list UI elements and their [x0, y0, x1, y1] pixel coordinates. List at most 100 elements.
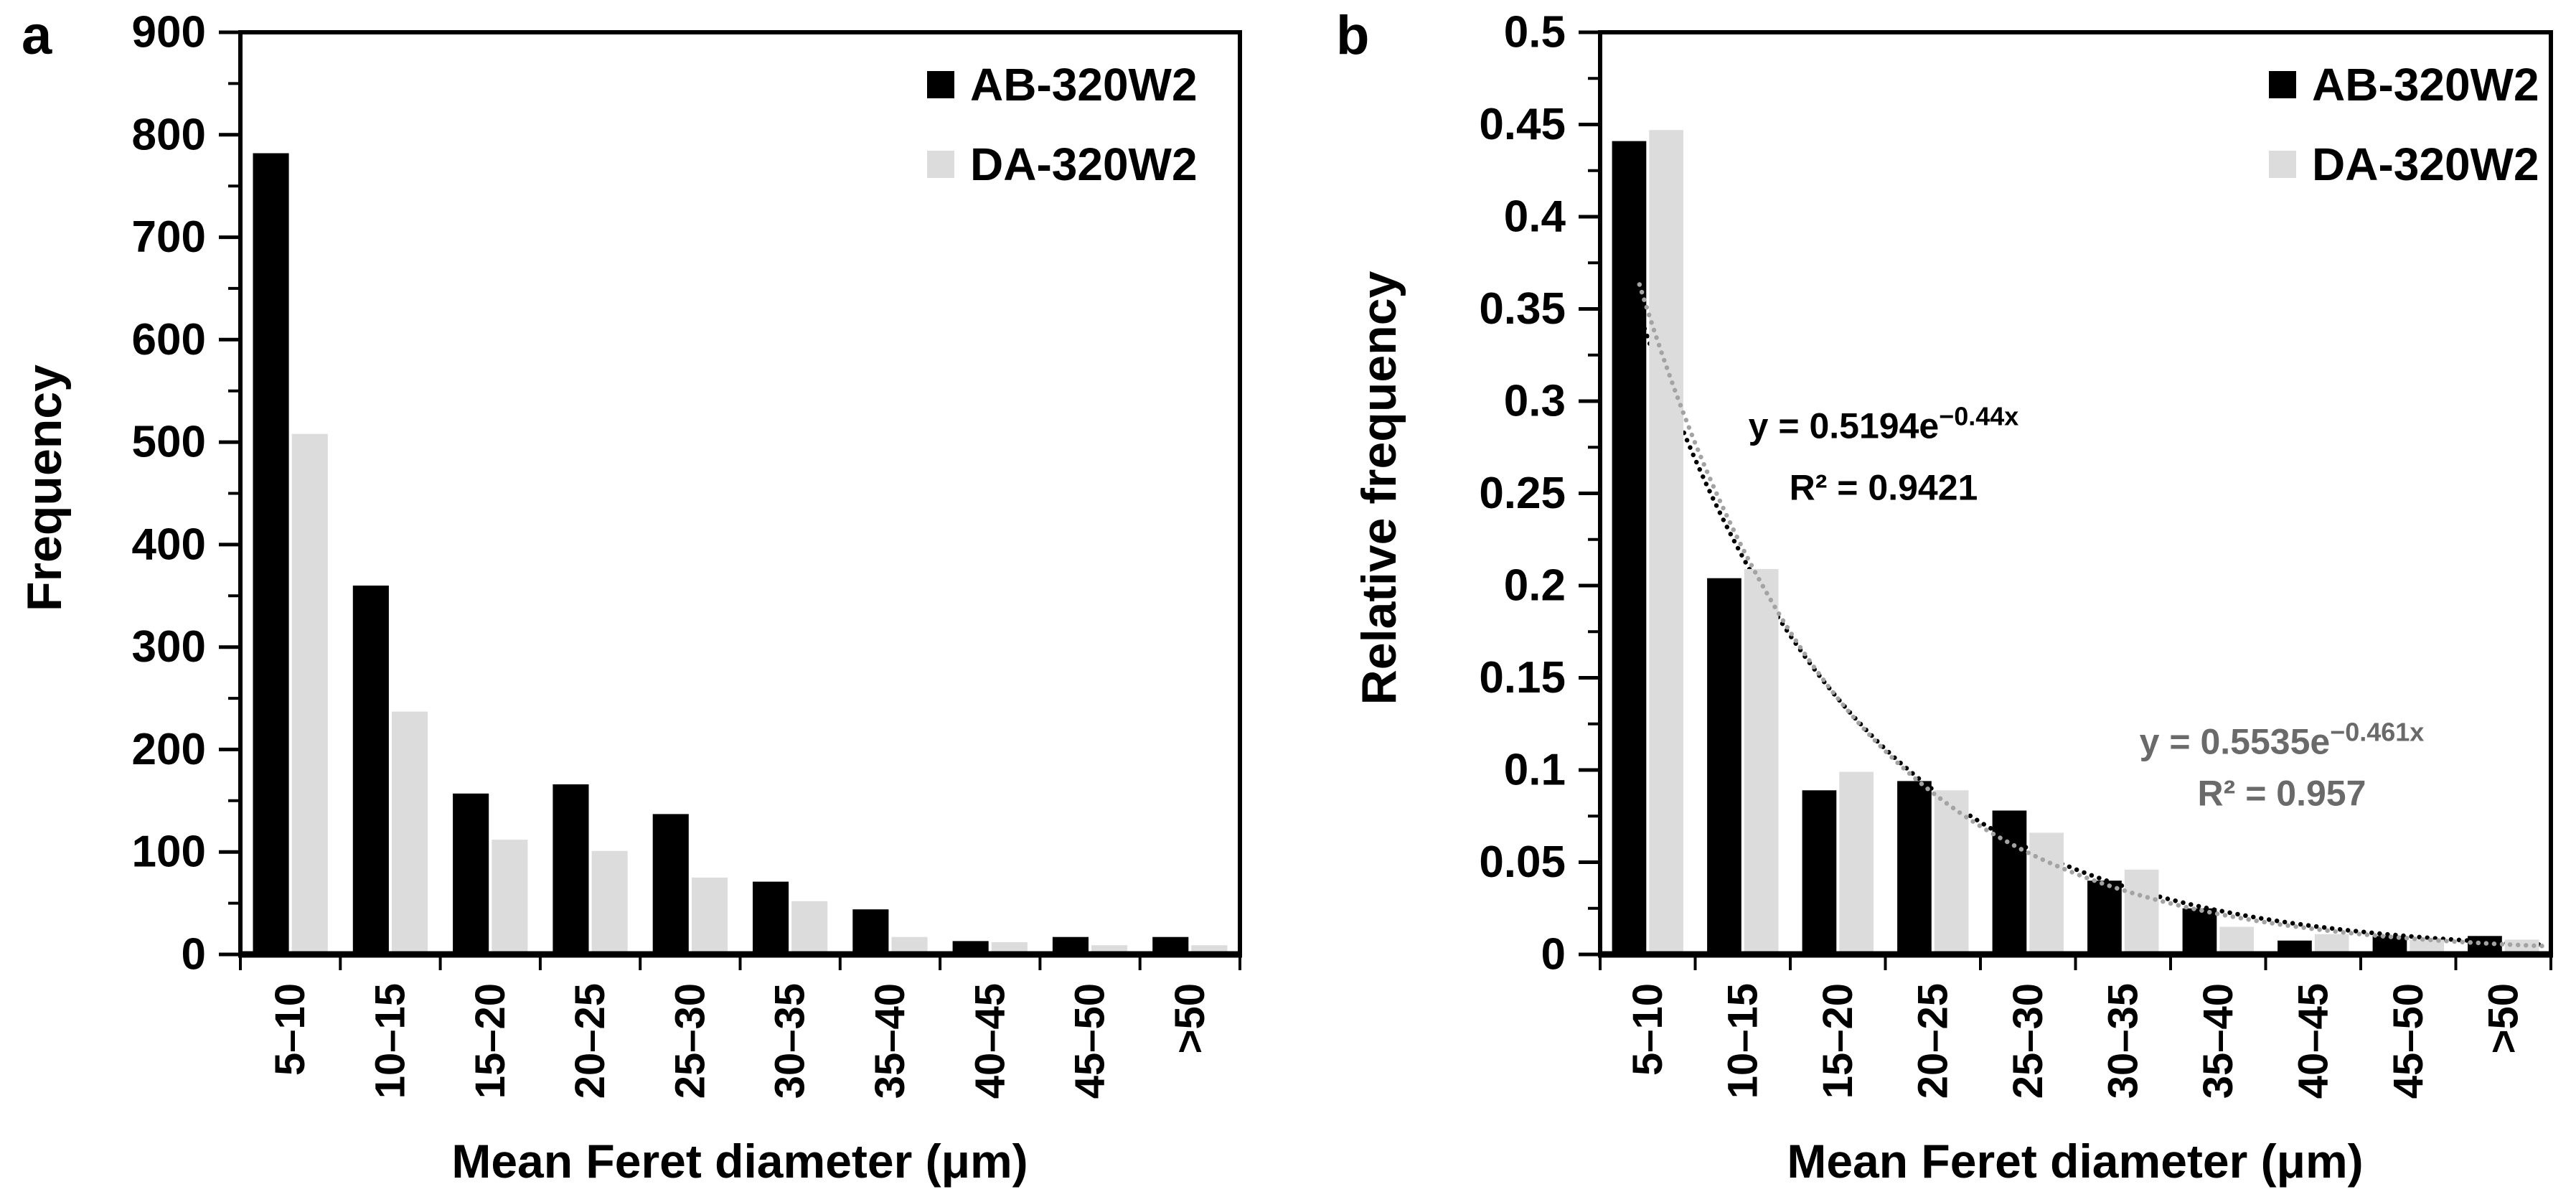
bar-b-da-320w2-10–15	[1744, 568, 1779, 954]
panel-b-category-labels: 5–10 10–15 15–20 20–25 25–30 30–35 35–40 40–45 4…	[1625, 983, 2527, 1099]
bar-a-da-320w2-25–30	[691, 877, 728, 954]
bar-b-da-320w2-35–40	[2219, 926, 2254, 954]
bar-b-ab-320w2-40–45	[2277, 940, 2312, 954]
panel-a-x-axis-title: Mean Feret diameter (μm)	[451, 1135, 1028, 1188]
x-category-label: 45–50	[1067, 983, 1114, 1099]
bar-b-ab-320w2-10–15	[1707, 578, 1741, 954]
y-tick-label: 300	[132, 622, 206, 672]
bar-a-ab-320w2-40–45	[952, 941, 989, 954]
bar-b-ab-320w2-35–40	[2182, 908, 2217, 955]
bar-b-da-320w2-5–10	[1649, 130, 1683, 955]
panel-b-y-axis-title: Relative frequency	[1352, 271, 1406, 705]
series-da-320w2	[1649, 130, 2539, 955]
panel-a-letter: a	[22, 5, 52, 66]
y-tick-label: 0.45	[1479, 100, 1566, 149]
bar-b-da-320w2-15–20	[1839, 771, 1874, 954]
bar-a-da-320w2-15–20	[492, 840, 528, 954]
y-tick-label: 0.25	[1479, 469, 1566, 518]
panel-a-x-ticks	[239, 954, 1241, 970]
legend-label-ab: AB-320W2	[2312, 59, 2539, 111]
y-tick-label: 100	[132, 827, 206, 877]
legend-swatch-ab-icon	[927, 71, 954, 98]
bar-a-da-320w2-30–35	[791, 901, 828, 954]
trendline-r2-da: R² = 0.957	[2197, 773, 2366, 814]
x-category-label: 20–25	[1909, 983, 1956, 1099]
y-tick-label: 600	[132, 315, 206, 365]
series-ab-320w2	[253, 153, 1189, 954]
x-category-label: 10–15	[1719, 983, 1766, 1099]
y-tick-label: 900	[132, 8, 206, 57]
bar-a-da-320w2-10–15	[392, 711, 428, 954]
bar-b-ab-320w2-5–10	[1612, 141, 1647, 955]
y-tick-label: 0.05	[1479, 837, 1566, 887]
y-tick-label: 200	[132, 725, 206, 774]
trendline-r2-ab: R² = 0.9421	[1789, 467, 1978, 508]
x-category-label: 30–35	[767, 983, 814, 1099]
panel-a-plot: 0 100 200 300 400 500 600 700 800 900 5–10 10–15 15–…	[132, 8, 1242, 1099]
y-tick-label: 0.5	[1504, 8, 1566, 57]
panel-b-letter: b	[1336, 5, 1370, 66]
x-category-label: 45–50	[2385, 983, 2432, 1099]
x-category-label: 15–20	[467, 983, 514, 1099]
panel-b-y-ticks: 0 0.05 0.1 0.15 0.2 0.25 0.3 0.35 0.4 0.45 0.5	[1479, 8, 1600, 980]
y-tick-label: 0.3	[1504, 377, 1566, 426]
x-category-label: 20–25	[567, 983, 614, 1099]
trendline-curve-ab-320w2	[1632, 296, 2548, 947]
panel-a-category-labels: 5–10 10–15 15–20 20–25 25–30 30–35 35–40 40–45 4…	[267, 983, 1213, 1099]
bar-b-ab-320w2-20–25	[1897, 781, 1932, 954]
x-category-label: 25–30	[667, 983, 713, 1099]
bar-a-ab-320w2-30–35	[753, 881, 789, 954]
x-category-label: 40–45	[2290, 983, 2336, 1099]
panel-b-legend-item-da: DA-320W2	[2269, 138, 2539, 191]
x-category-label: 30–35	[2100, 983, 2146, 1099]
bar-b-da-320w2-25–30	[2029, 832, 2064, 954]
legend-swatch-da-icon	[927, 151, 954, 178]
bar-a-ab-320w2-15–20	[453, 793, 489, 954]
x-category-label: 15–20	[1815, 983, 1861, 1099]
x-category-label: >50	[1167, 983, 1213, 1053]
bar-b-da-320w2-20–25	[1934, 790, 1969, 954]
y-tick-label: 0	[182, 930, 206, 980]
y-tick-label: 0.35	[1479, 284, 1566, 334]
y-tick-label: 0	[1541, 930, 1566, 980]
y-tick-label: 0.4	[1504, 192, 1566, 242]
y-tick-label: 0.2	[1504, 561, 1566, 611]
panel-a-legend-item-da: DA-320W2	[927, 138, 1198, 191]
legend-label-da: DA-320W2	[970, 138, 1198, 190]
y-tick-label: 700	[132, 212, 206, 262]
panel-b-plot: 0 0.05 0.1 0.15 0.2 0.25 0.3 0.35 0.4 0.45 0.5 5–10…	[1479, 8, 2553, 1099]
y-tick-label: 800	[132, 110, 206, 159]
panel-b-legend-item-ab: AB-320W2	[2269, 58, 2539, 111]
bar-b-da-320w2-45–50	[2410, 939, 2444, 954]
bar-b-da-320w2-40–45	[2314, 934, 2349, 954]
panel-a-y-ticks: 0 100 200 300 400 500 600 700 800 900	[132, 8, 240, 980]
y-tick-label: 500	[132, 418, 206, 467]
legend-swatch-da-icon	[2269, 151, 2296, 178]
bar-a-ab-320w2-25–30	[652, 814, 689, 954]
bar-b-da-320w2->50	[2504, 939, 2539, 954]
bar-a-da-320w2-20–25	[591, 850, 628, 954]
panel-b-x-axis-title: Mean Feret diameter (μm)	[1787, 1135, 2364, 1188]
y-tick-label: 0.15	[1479, 653, 1566, 703]
panel-a-legend-item-ab: AB-320W2	[927, 58, 1198, 111]
bar-a-ab-320w2-5–10	[253, 153, 289, 954]
panel-a-y-axis-title: Frequency	[17, 365, 72, 611]
bar-a-ab-320w2-20–25	[553, 784, 589, 954]
x-category-label: 10–15	[367, 983, 414, 1099]
bar-a-ab-320w2-10–15	[352, 586, 389, 954]
bar-b-da-320w2-30–35	[2124, 869, 2159, 954]
series-da-320w2	[291, 433, 1228, 954]
bar-b-ab-320w2-25–30	[1992, 810, 2027, 954]
bar-b-ab-320w2-15–20	[1802, 790, 1837, 954]
panel-b-x-ticks	[1599, 954, 2552, 970]
x-category-label: 35–40	[867, 983, 913, 1099]
trendline-equation-ab: y = 0.5194e−0.44x	[1748, 401, 2019, 446]
x-category-label: 40–45	[967, 983, 1013, 1099]
bar-a-ab-320w2-35–40	[852, 909, 889, 954]
x-category-label: 5–10	[1625, 983, 1671, 1076]
series-ab-320w2	[1612, 141, 2502, 955]
bar-a-da-320w2-5–10	[291, 433, 328, 954]
x-category-label: 25–30	[2005, 983, 2051, 1099]
